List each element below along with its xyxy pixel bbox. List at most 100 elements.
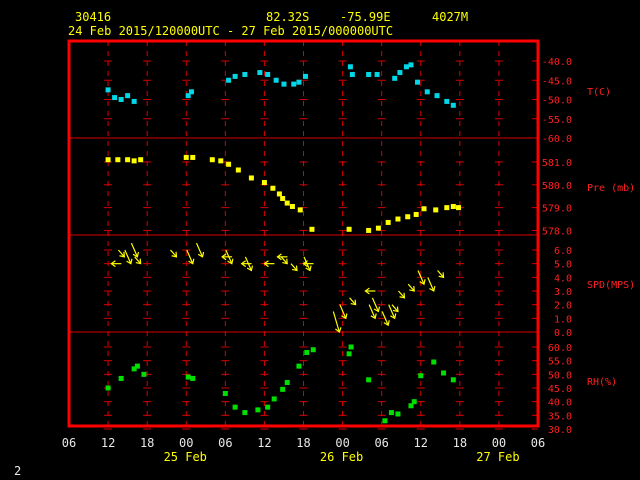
pressure-point — [125, 157, 131, 163]
panel-label-temperature: T(C) — [587, 87, 611, 98]
panel-label-humidity: RH(%) — [587, 377, 617, 388]
y-tick-label: 1.0 — [554, 314, 572, 325]
humidity-point — [431, 359, 437, 365]
y-tick-label: -40.0 — [542, 57, 572, 68]
wind-arrow-head — [291, 265, 298, 272]
x-tick-label: 12 — [414, 436, 428, 450]
humidity-point — [382, 418, 388, 424]
humidity-point — [190, 375, 196, 381]
pressure-point — [209, 157, 215, 163]
pressure-point — [456, 205, 462, 211]
pressure-point — [218, 158, 224, 164]
wind-arrow — [290, 263, 298, 272]
x-tick-label: 00 — [179, 436, 193, 450]
x-date-label: 25 Feb — [164, 450, 207, 464]
temperature-point — [408, 62, 414, 68]
wind-arrow-shaft — [427, 277, 435, 292]
humidity-point — [265, 404, 271, 410]
wind-arrow-shaft — [398, 290, 405, 299]
wind-arrow-head — [305, 265, 312, 272]
station-longitude: -75.99E — [340, 10, 391, 24]
wind-arrow-head — [370, 313, 377, 320]
temperature-point — [302, 73, 308, 79]
wind-arrow — [186, 249, 195, 265]
temperature-point — [242, 71, 248, 77]
temperature-point — [434, 93, 440, 99]
temperature-point — [232, 73, 238, 79]
humidity-point — [304, 349, 310, 355]
x-tick-label: 00 — [492, 436, 506, 450]
temperature-point — [226, 77, 232, 83]
pressure-point — [413, 211, 419, 217]
panel-label-wind: SPD(MPS) — [587, 280, 635, 291]
temperature-point — [185, 93, 191, 99]
wind-arrow-head — [282, 258, 288, 265]
temperature-point — [131, 98, 137, 104]
x-tick-label: 18 — [453, 436, 467, 450]
pressure-point — [444, 205, 450, 211]
humidity-point — [395, 411, 401, 417]
temperature-point — [273, 77, 279, 83]
temperature-point — [397, 70, 403, 76]
wind-arrow-shaft — [186, 249, 194, 264]
temperature-point — [347, 64, 353, 70]
wind-arrow-head — [373, 306, 381, 313]
humidity-point — [222, 390, 228, 396]
temperature-point — [291, 81, 297, 87]
pressure-point — [366, 227, 372, 233]
wind-arrow-shaft — [303, 256, 311, 271]
wind-arrow-shaft — [130, 242, 138, 258]
x-tick-label: 00 — [335, 436, 349, 450]
y-tick-label: 60.0 — [548, 343, 572, 354]
wind-arrow-shaft — [170, 249, 177, 258]
wind-arrow — [339, 304, 348, 320]
humidity-point — [105, 385, 111, 391]
wind-arrow-head — [364, 287, 370, 295]
wind-arrow-head — [188, 258, 195, 265]
y-tick-label: -50.0 — [542, 96, 572, 107]
wind-arrow-head — [221, 253, 227, 261]
wind-arrow — [381, 311, 390, 327]
temperature-point — [366, 71, 372, 77]
pressure-point — [280, 196, 286, 201]
y-tick-label: 579.0 — [542, 204, 572, 215]
y-tick-label: 2.0 — [554, 301, 572, 312]
wind-arrow — [388, 304, 397, 320]
temperature-point — [450, 102, 456, 108]
x-tick-label: 18 — [296, 436, 310, 450]
wind-arrow-head — [126, 258, 133, 265]
wind-arrow-head — [227, 258, 234, 265]
y-tick-label: 3.0 — [554, 287, 572, 298]
pressure-point — [433, 207, 439, 213]
wind-arrow-shaft — [195, 242, 204, 258]
station-id: 30416 — [75, 10, 112, 24]
x-tick-label: 06 — [531, 436, 545, 450]
y-tick-label: 4.0 — [554, 273, 572, 284]
wind-arrow — [117, 249, 126, 258]
temperature-point — [188, 89, 194, 95]
y-tick-label: 578.0 — [542, 226, 572, 237]
humidity-point — [141, 371, 147, 377]
y-tick-label: 50.0 — [548, 370, 572, 381]
wind-arrow-shaft — [339, 304, 347, 319]
wind-arrow-shaft — [124, 249, 132, 264]
humidity-point — [280, 386, 286, 392]
y-tick-label: 0.0 — [554, 328, 572, 339]
y-tick-label: -60.0 — [542, 134, 572, 145]
temperature-point — [296, 79, 302, 85]
wind-arrow-head — [350, 299, 357, 306]
pressure-point — [346, 226, 352, 232]
temperature-point — [118, 97, 124, 102]
x-tick-label: 12 — [101, 436, 115, 450]
wind-arrow-shaft — [368, 304, 376, 319]
pressure-point — [421, 206, 427, 212]
wind-arrow-head — [263, 260, 269, 268]
humidity-point — [366, 377, 372, 383]
x-tick-label: 06 — [218, 436, 232, 450]
wind-arrow-shaft — [290, 263, 298, 271]
pressure-point — [284, 200, 290, 206]
y-tick-label: 45.0 — [548, 384, 572, 395]
wind-arrow — [364, 287, 376, 295]
humidity-point — [134, 363, 140, 369]
